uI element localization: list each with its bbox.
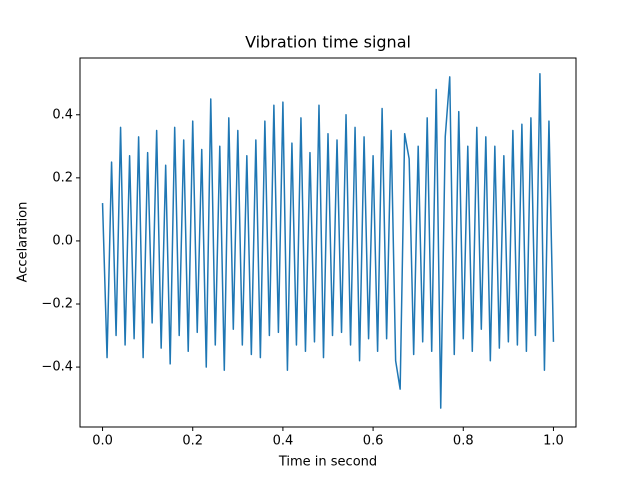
x-tick-label: 0.0 [92,434,113,449]
y-tick-label: 0.2 [52,170,73,185]
y-axis-label: Accelaration [16,202,31,283]
plot-frame [79,57,577,428]
x-axis-label: Time in second [278,455,377,470]
signal-line [101,73,555,409]
x-tick-label: 0.4 [273,434,294,449]
x-tick-label: 0.8 [453,434,474,449]
y-tick-label: 0.4 [52,107,73,122]
x-tick-label: 0.6 [363,434,384,449]
y-tick-label: −0.2 [41,297,73,312]
y-tick-label: 0.0 [52,233,73,248]
y-tick-label: −0.4 [41,360,73,375]
x-tick-label: 1.0 [543,434,564,449]
chart-title: Vibration time signal [245,33,411,52]
x-tick-label: 0.2 [182,434,203,449]
